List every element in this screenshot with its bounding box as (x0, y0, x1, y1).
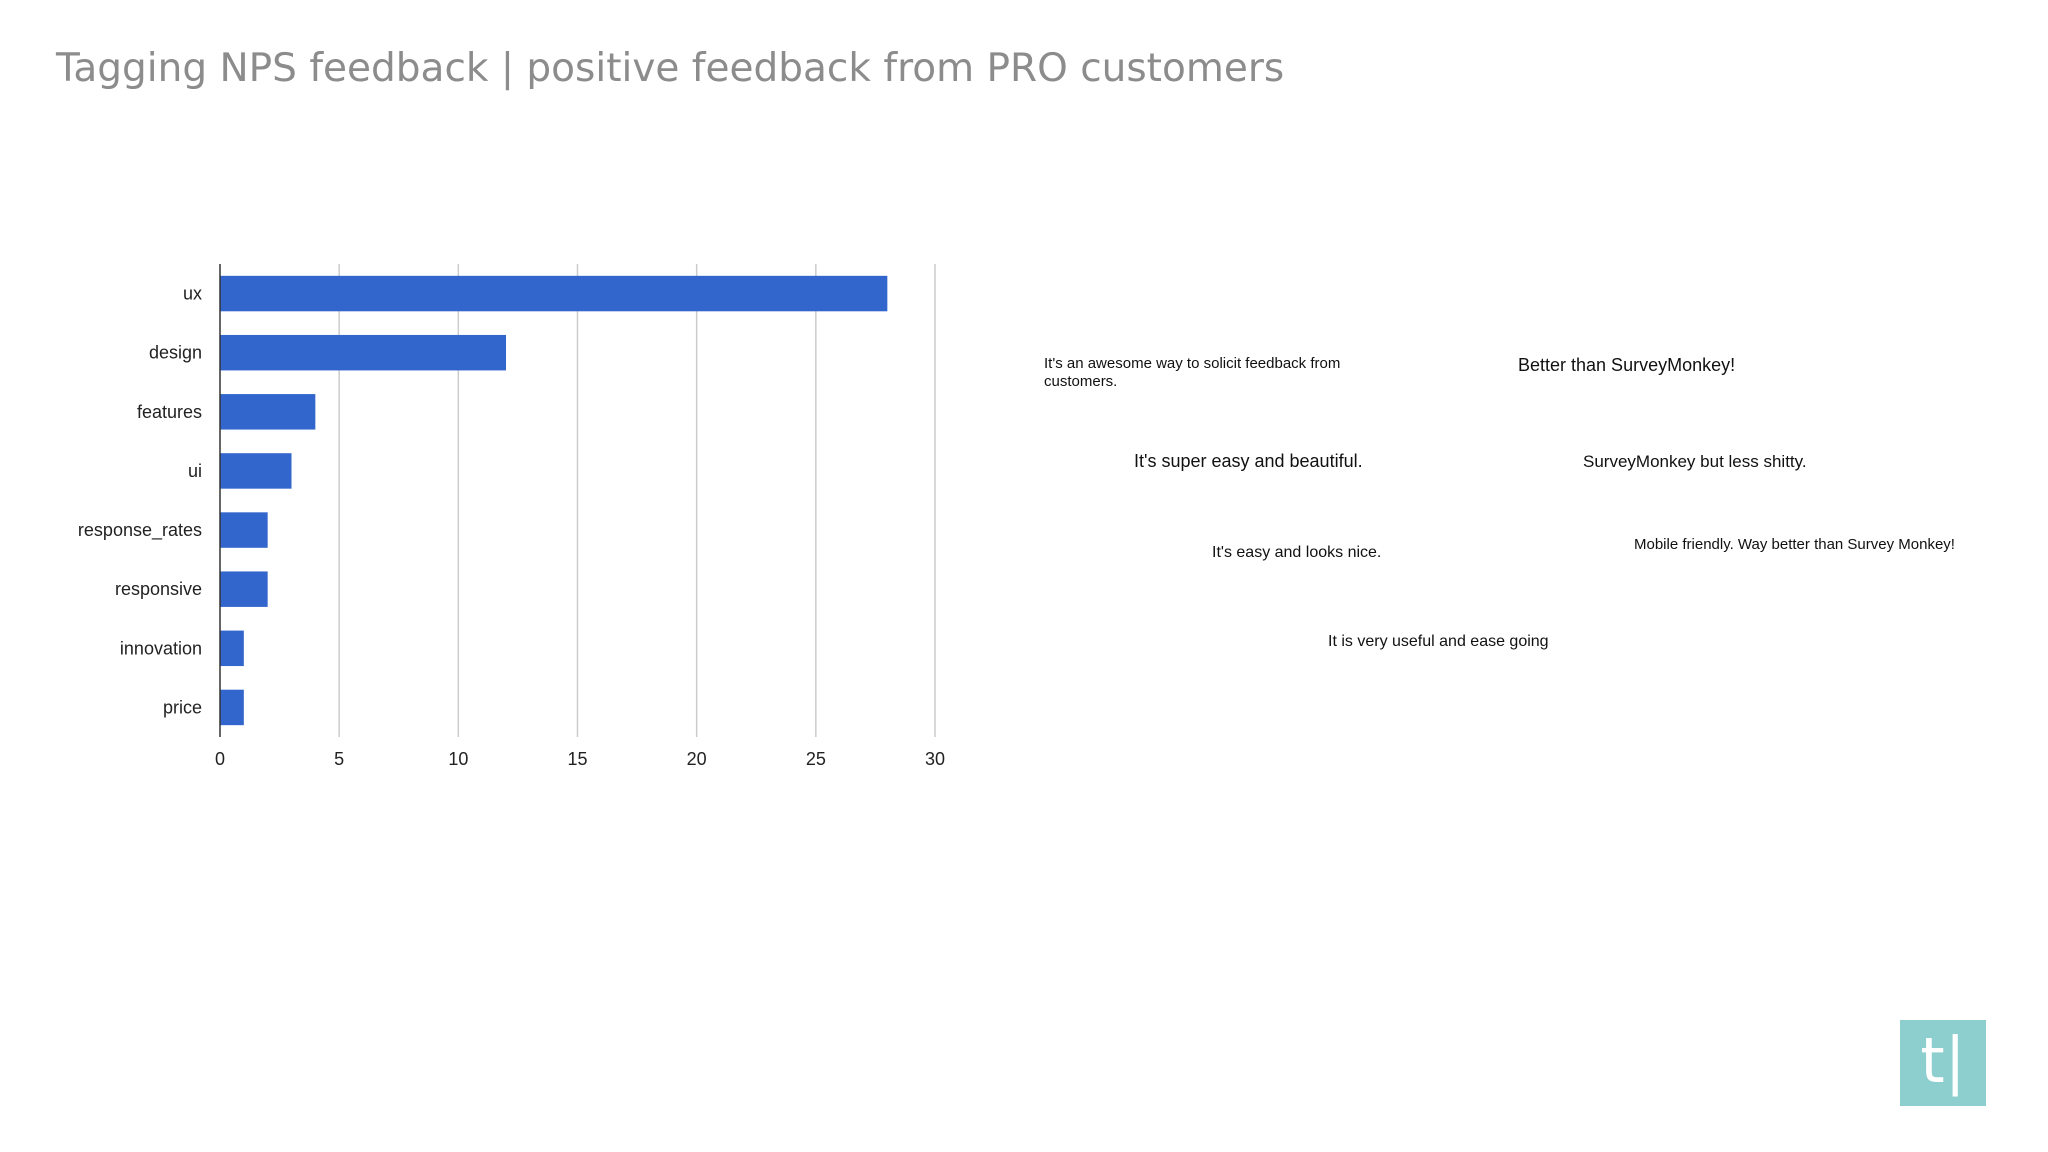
tick-labels: 0 5 10 15 20 25 30 (215, 749, 945, 769)
category-labels: ux design features ui response_rates responsi… (78, 284, 202, 718)
bar (220, 334, 506, 371)
bar (220, 689, 244, 726)
quote-awesome-way: It's an awesome way to solicit feedback … (1044, 355, 1341, 390)
x-tick-label: 10 (448, 749, 468, 769)
category-label: price (163, 697, 202, 717)
x-tick-label: 30 (925, 749, 945, 769)
bar (220, 275, 888, 312)
category-label: ui (188, 461, 202, 481)
x-tick-label: 25 (806, 749, 826, 769)
bar (220, 394, 316, 430)
x-tick-label: 0 (215, 749, 225, 769)
brand-logo: t| (1900, 1020, 1986, 1106)
quote-better-than-surveymonkey: Better than SurveyMonkey! (1518, 355, 1736, 375)
bar (220, 512, 268, 548)
x-tick-label: 5 (334, 749, 344, 769)
bar (220, 630, 244, 667)
logo-mark: t| (1920, 1024, 1966, 1097)
category-label: responsive (115, 579, 202, 599)
category-label: ux (183, 284, 202, 304)
quote-super-easy: It's super easy and beautiful. (1134, 451, 1363, 471)
x-tick-label: 15 (567, 749, 587, 769)
bar (220, 571, 268, 607)
quote-very-useful: It is very useful and ease going (1328, 633, 1549, 650)
x-tick-label: 20 (687, 749, 707, 769)
nps-tag-bar-chart: ux design features ui response_rates responsi… (78, 264, 945, 769)
category-label: innovation (120, 638, 202, 658)
quote-easy-looks-nice: It's easy and looks nice. (1212, 544, 1382, 561)
category-label: features (137, 402, 202, 422)
category-label: response_rates (78, 520, 202, 541)
slide-title: Tagging NPS feedback | positive feedback… (56, 46, 1285, 91)
quote-less-shitty: SurveyMonkey but less shitty. (1583, 452, 1807, 471)
quote-mobile-friendly: Mobile friendly. Way better than Survey … (1634, 536, 1955, 553)
bar (220, 453, 292, 489)
category-label: design (149, 343, 202, 363)
bars (220, 275, 888, 726)
